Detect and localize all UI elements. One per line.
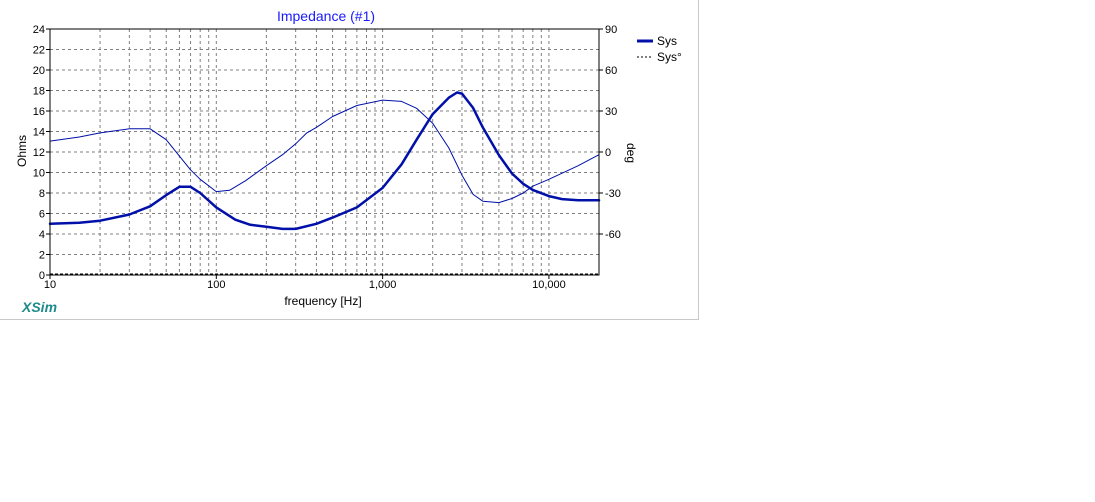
series-line-impedance (48, 91, 601, 231)
y-tick-label: 22 (33, 45, 45, 57)
y-tick-label: 20 (33, 65, 45, 77)
y-tick-label: 0 (39, 270, 45, 282)
y2-tick-label: 60 (605, 65, 617, 77)
y2-tick-label: 0 (605, 147, 611, 159)
x-axis-label: frequency [Hz] (284, 294, 361, 308)
y-tick-label: 2 (39, 250, 45, 262)
legend-label: Sys (657, 34, 677, 48)
x-axis-ticks: 10 100 1,000 10,000 (44, 275, 566, 291)
grid (50, 29, 599, 275)
x-tick-label: 10,000 (532, 279, 566, 291)
plot-frame (49, 28, 600, 276)
chart-title: Impedance (#1) (277, 8, 375, 24)
x-tick-label: 100 (207, 279, 225, 291)
y-tick-label: 8 (39, 188, 45, 200)
y2-tick-label: -60 (605, 229, 621, 241)
y-tick-label: 4 (39, 229, 45, 241)
legend-label: Sys° (657, 50, 682, 64)
y-tick-label: 12 (33, 147, 45, 159)
y2-axis-ticks: 90 60 30 0 -30 -60 (599, 24, 621, 241)
y-tick-label: 10 (33, 168, 45, 180)
y-tick-label: 14 (33, 127, 45, 139)
series-line-phase (49, 99, 600, 204)
y-tick-label: 18 (33, 86, 45, 98)
x-tick-label: 1,000 (369, 279, 397, 291)
x-tick-label: 10 (44, 279, 56, 291)
y-tick-label: 24 (33, 24, 45, 36)
xsim-logo: XSim (21, 299, 57, 315)
y2-tick-label: 90 (605, 24, 617, 36)
legend: Sys Sys° (637, 34, 682, 64)
y-tick-label: 16 (33, 106, 45, 118)
y-axis-label: Ohms (15, 135, 29, 167)
series-lines (48, 91, 601, 231)
y2-tick-label: -30 (605, 188, 621, 200)
y2-axis-label: deg (624, 143, 638, 163)
y2-tick-label: 30 (605, 106, 617, 118)
chart-panel: 0 2 4 6 8 10 12 14 16 18 20 22 24 90 60 30 0 -30 -60 10 10… (0, 0, 699, 320)
y-tick-label: 6 (39, 209, 45, 221)
